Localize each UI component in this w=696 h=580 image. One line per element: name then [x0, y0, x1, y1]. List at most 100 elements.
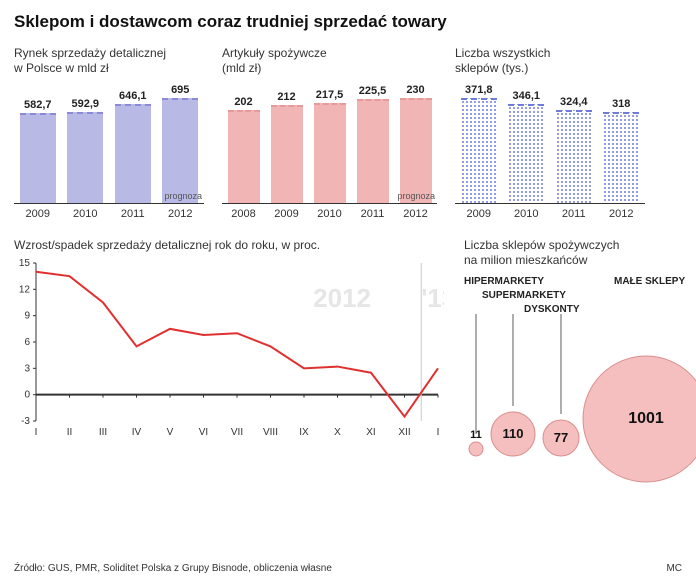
bar-value-label: 592,9: [71, 98, 99, 110]
bubbles-title: Liczba sklepów spożywczych na milion mie…: [464, 238, 696, 268]
x-axis-label: 2011: [351, 208, 394, 220]
bubble-hiper: [469, 442, 483, 456]
bubble-label-male: MAŁE SKLEPY: [614, 276, 685, 287]
bar: [228, 110, 260, 203]
bar-slot: 346,1: [508, 84, 544, 203]
chart-food: Artykuły spożywcze (mld zł) 202212217,52…: [222, 46, 437, 220]
svg-text:X: X: [334, 427, 341, 438]
svg-text:XI: XI: [366, 427, 375, 438]
chart1-title-line1: Rynek sprzedaży detalicznej: [14, 46, 166, 60]
x-axis-label: 2009: [265, 208, 308, 220]
chart1-title-line2: w Polsce w mld zł: [14, 61, 109, 75]
chart-store-count: Liczba wszystkich sklepów (tys.) 371,8 34…: [455, 46, 645, 220]
bar-value-label: 225,5: [359, 85, 387, 97]
bar: [603, 112, 639, 203]
chart2-plot: 202 212 217,5 225,5 230 prognoza: [222, 84, 437, 204]
chart2-xlabels: 20082009201020112012: [222, 208, 437, 220]
svg-text:-3: -3: [21, 416, 30, 427]
bubble-label-super: SUPERMARKETY: [482, 290, 566, 301]
chart3-xlabels: 2009201020112012: [455, 208, 645, 220]
svg-text:9: 9: [24, 311, 30, 322]
chart1-plot: 582,7592,9646,1695prognoza: [14, 84, 204, 204]
chart-stores-per-million: Liczba sklepów spożywczych na milion mie…: [464, 238, 696, 484]
svg-text:VII: VII: [231, 427, 243, 438]
bar: [357, 99, 389, 203]
x-axis-label: 2012: [157, 208, 205, 220]
svg-text:6: 6: [24, 337, 30, 348]
bubble-value-male: 1001: [628, 410, 664, 427]
linechart-plot: -3036912152012'13IIIIIIIVVVIVIIVIIIIXXXI…: [14, 259, 444, 439]
bar: [314, 103, 346, 203]
credit: MC: [666, 563, 682, 574]
bar: [400, 98, 432, 203]
bar: [508, 104, 544, 203]
x-axis-label: 2012: [394, 208, 437, 220]
bubble-svg: 11 110 77 1001: [464, 314, 696, 484]
bar-slot: 582,7: [20, 84, 56, 203]
x-axis-label: 2010: [308, 208, 351, 220]
svg-text:'13: '13: [421, 283, 444, 313]
linechart-svg: -3036912152012'13IIIIIIIVVVIVIIVIIIIXXXI…: [14, 259, 444, 439]
bar-slot: 592,9: [67, 84, 103, 203]
bar-value-label: 230: [406, 84, 424, 96]
chart3-title: Liczba wszystkich sklepów (tys.): [455, 46, 645, 76]
chart-retail-market: Rynek sprzedaży detalicznej w Polsce w m…: [14, 46, 204, 220]
svg-text:0: 0: [24, 390, 30, 401]
bubbles-title-l2: na milion mieszkańców: [464, 253, 587, 267]
bar-slot: 217,5: [314, 84, 346, 203]
bar-slot: 318: [603, 84, 639, 203]
chart1-xlabels: 2009201020112012: [14, 208, 204, 220]
bubble-value-hiper: 11: [470, 429, 482, 441]
x-axis-label: 2009: [455, 208, 503, 220]
bar-slot: 225,5: [357, 84, 389, 203]
bubble-area: 11 110 77 1001: [464, 314, 696, 484]
bar: [67, 112, 103, 203]
bar-slot: 371,8: [461, 84, 497, 203]
bar-value-label: 217,5: [316, 89, 344, 101]
top-charts-row: Rynek sprzedaży detalicznej w Polsce w m…: [14, 46, 682, 220]
svg-text:12: 12: [19, 284, 31, 295]
svg-text:15: 15: [19, 259, 31, 269]
bar-value-label: 202: [234, 96, 252, 108]
chart3-title-line2: sklepów (tys.): [455, 61, 528, 75]
bubble-value-dyskonty: 77: [554, 430, 568, 445]
bar-value-label: 318: [612, 98, 630, 110]
svg-text:I: I: [35, 427, 38, 438]
forecast-label: prognoza: [397, 191, 435, 201]
bar-slot: 646,1: [115, 84, 151, 203]
bar-value-label: 212: [277, 91, 295, 103]
x-axis-label: 2011: [550, 208, 598, 220]
bar-value-label: 371,8: [465, 84, 493, 96]
svg-text:VI: VI: [199, 427, 208, 438]
bar-value-label: 324,4: [560, 96, 588, 108]
chart3-plot: 371,8 346,1 324,4 318: [455, 84, 645, 204]
bar-slot: 212: [271, 84, 303, 203]
svg-text:2012: 2012: [313, 283, 371, 313]
bar: [271, 105, 303, 203]
x-axis-label: 2008: [222, 208, 265, 220]
bubble-value-super: 110: [503, 426, 524, 441]
x-axis-label: 2012: [598, 208, 646, 220]
chart-yoy-growth: Wzrost/spadek sprzedaży detalicznej rok …: [14, 238, 444, 484]
x-axis-label: 2010: [62, 208, 110, 220]
footer: Źródło: GUS, PMR, Soliditet Polska z Gru…: [14, 563, 682, 574]
svg-text:IX: IX: [299, 427, 309, 438]
x-axis-label: 2009: [14, 208, 62, 220]
svg-text:3: 3: [24, 363, 30, 374]
bar: [461, 98, 497, 203]
bar-value-label: 346,1: [512, 90, 540, 102]
bar-value-label: 646,1: [119, 90, 147, 102]
svg-text:III: III: [99, 427, 107, 438]
chart1-title: Rynek sprzedaży detalicznej w Polsce w m…: [14, 46, 204, 76]
bar-slot: 695: [162, 84, 198, 203]
bar: [20, 113, 56, 203]
bar-value-label: 695: [171, 84, 189, 96]
bubble-category-labels: HIPERMARKETYSUPERMARKETYDYSKONTYMAŁE SKL…: [464, 276, 696, 314]
source-text: Źródło: GUS, PMR, Soliditet Polska z Gru…: [14, 563, 332, 574]
bar: [162, 98, 198, 203]
bar-value-label: 582,7: [24, 99, 52, 111]
bar: [556, 110, 592, 203]
bar-slot: 202: [228, 84, 260, 203]
svg-text:VIII: VIII: [263, 427, 278, 438]
svg-text:V: V: [167, 427, 174, 438]
